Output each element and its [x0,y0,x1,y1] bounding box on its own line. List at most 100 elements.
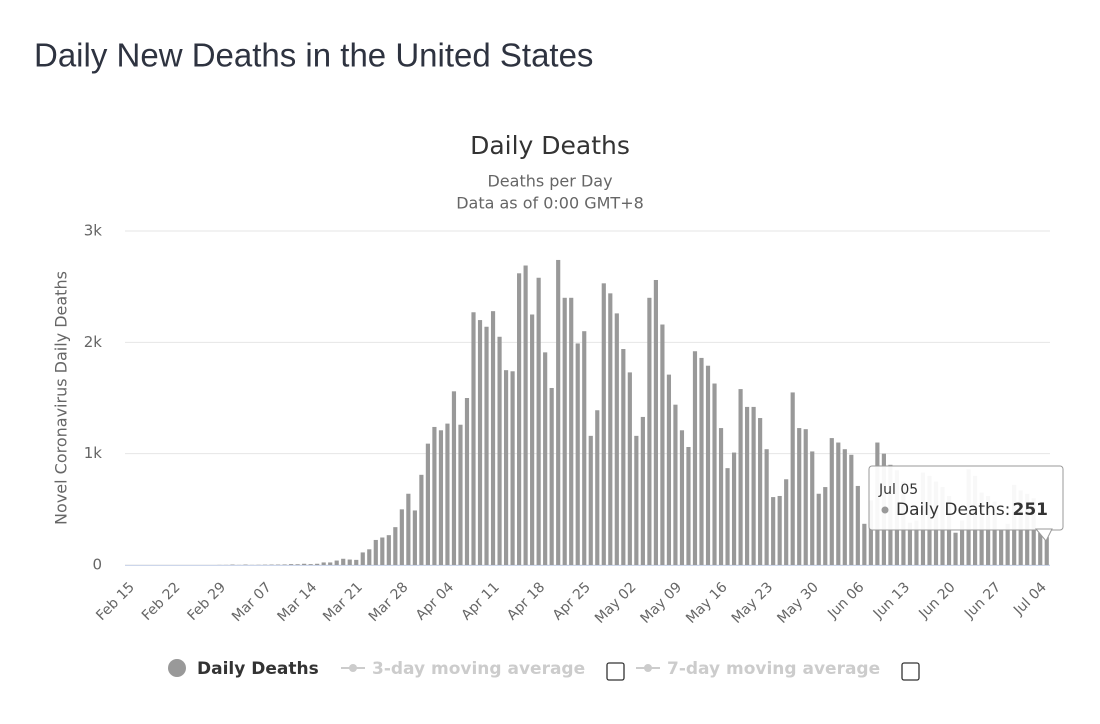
x-tick-label: Mar 21 [320,579,366,625]
bar [504,370,508,565]
bar [289,564,293,565]
x-tick-label: Feb 22 [139,579,184,624]
bar [999,530,1003,565]
bar [738,389,742,565]
y-tick-label: 2k [84,333,103,351]
bar [699,358,703,565]
bar [686,447,690,565]
bar [778,496,782,565]
bar [654,280,658,565]
x-tick-label: May 02 [592,579,640,627]
legend-checkbox[interactable] [902,663,919,680]
bar [387,535,391,565]
bar [322,562,326,565]
bar [602,283,606,565]
x-tick-label: Jun 27 [961,579,1004,622]
bar [413,510,417,565]
bar [641,417,645,565]
bar [374,540,378,565]
x-tick-label: May 30 [774,579,822,627]
bar [856,486,860,565]
x-tick-label: Jun 06 [824,579,867,622]
legend-label: 7-day moving average [667,659,880,679]
legend-marker [168,659,186,677]
bar [296,564,300,565]
bar [745,407,749,565]
bar [569,298,573,565]
tooltip-box [869,466,1063,530]
x-tick-label: Apr 18 [504,579,548,623]
y-tick-label: 3k [84,222,103,240]
y-tick-label: 0 [92,556,102,574]
bar [393,527,397,565]
legend-label: Daily Deaths [197,659,319,679]
bar [732,453,736,565]
bar [335,561,339,565]
bar [315,564,319,565]
bar [283,564,287,565]
bar [543,352,547,565]
bar [823,487,827,565]
bar [1038,533,1042,565]
bar [784,479,788,565]
y-tick-label: 1k [84,444,103,462]
bar [843,449,847,565]
bar [524,266,528,565]
bar [771,497,775,565]
legend-marker [644,664,652,672]
x-tick-label: Mar 07 [229,579,275,625]
bar [647,298,651,565]
x-tick-label: Feb 29 [185,579,230,624]
x-tick-label: Apr 04 [413,579,457,623]
x-tick-label: Apr 25 [550,579,594,623]
bar [419,475,423,565]
bar [693,351,697,565]
bar [537,278,541,565]
chart-title: Daily Deaths [470,131,630,160]
bar [576,343,580,565]
bar [367,549,371,565]
bar [406,494,410,565]
x-tick-label: Jun 13 [870,579,913,622]
chart-subtitle: Data as of 0:00 GMT+8 [456,194,644,213]
bar [621,349,625,565]
bar [849,455,853,565]
chart-subtitle: Deaths per Day [487,172,612,191]
bar [797,428,801,565]
bar [484,327,488,565]
legend-marker [349,664,357,672]
bar [426,444,430,565]
bar [309,564,313,565]
bar [719,428,723,565]
bar [341,559,345,565]
bar [348,560,352,565]
bar [354,560,358,565]
bar [511,371,515,565]
bar [836,443,840,565]
bar [706,366,710,565]
x-tick-label: Feb 15 [93,579,138,624]
bar [556,260,560,565]
page-title: Daily New Deaths in the United States [34,37,593,74]
y-axis-label: Novel Coronavirus Daily Deaths [52,271,71,525]
bar [361,552,365,565]
bar [445,424,449,565]
bar [608,293,612,565]
bar [804,429,808,565]
bar [432,427,436,565]
bar [752,407,756,565]
x-tick-label: Mar 14 [275,579,321,625]
bar [328,562,332,565]
bar [530,315,534,566]
bar [791,392,795,565]
bar [830,438,834,565]
bar [634,436,638,565]
legend-checkbox[interactable] [607,663,624,680]
x-tick-label: May 09 [638,579,686,627]
bar [817,494,821,565]
bar [810,451,814,565]
tooltip-label: Daily Deaths: [896,500,1010,520]
bar [550,388,554,565]
bar [615,313,619,565]
